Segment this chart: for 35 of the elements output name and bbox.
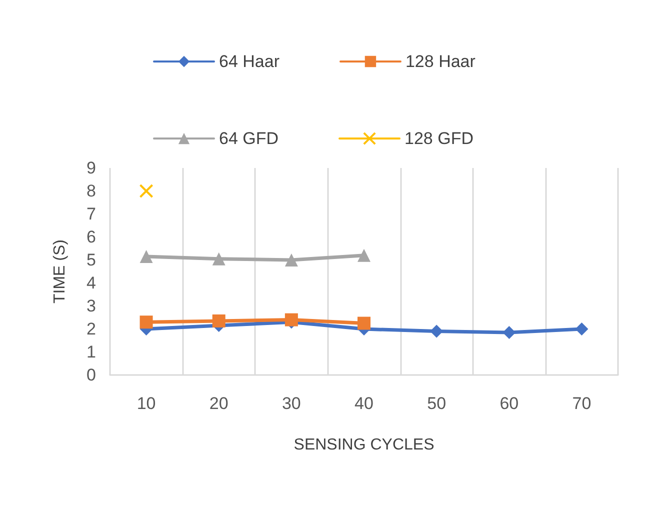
point: [212, 252, 226, 266]
point: [140, 316, 153, 329]
point: [575, 322, 588, 336]
y-axis-title: TIME (S): [52, 240, 68, 304]
x-tick-label: 20: [209, 394, 228, 413]
legend-label: 64 Haar: [219, 52, 280, 71]
y-tick-label: 0: [86, 366, 96, 384]
y-tick-label: 5: [86, 250, 96, 270]
point: [358, 248, 370, 262]
point: [284, 254, 298, 266]
x-tick-label: 70: [572, 394, 592, 413]
y-tick-label: 4: [86, 274, 96, 292]
point: [139, 184, 154, 198]
y-tick-label: 6: [86, 228, 96, 246]
point: [358, 316, 370, 330]
x-tick-label: 60: [500, 394, 519, 413]
x-axis-title: SENSING CYCLES: [294, 436, 434, 454]
y-tick-label: 1: [86, 342, 96, 362]
y-tick-label: 9: [86, 158, 96, 178]
legend-label: 64 GFD: [219, 129, 279, 148]
legend-label: 128 Haar: [405, 52, 476, 71]
y-tick-label: 2: [86, 320, 96, 338]
point: [430, 324, 444, 338]
y-tick-label: 8: [86, 182, 96, 200]
y-tick-label: 3: [86, 296, 96, 316]
x-tick-label: 40: [354, 394, 374, 413]
legend-label: 128 GFD: [404, 129, 474, 148]
point: [284, 313, 298, 326]
point: [502, 326, 516, 339]
x-tick-label: 30: [282, 394, 301, 413]
y-tick-label: 7: [86, 204, 96, 224]
x-tick-label: 10: [136, 394, 156, 413]
point: [212, 314, 226, 328]
point: [140, 250, 153, 264]
x-tick-label: 50: [427, 394, 446, 413]
